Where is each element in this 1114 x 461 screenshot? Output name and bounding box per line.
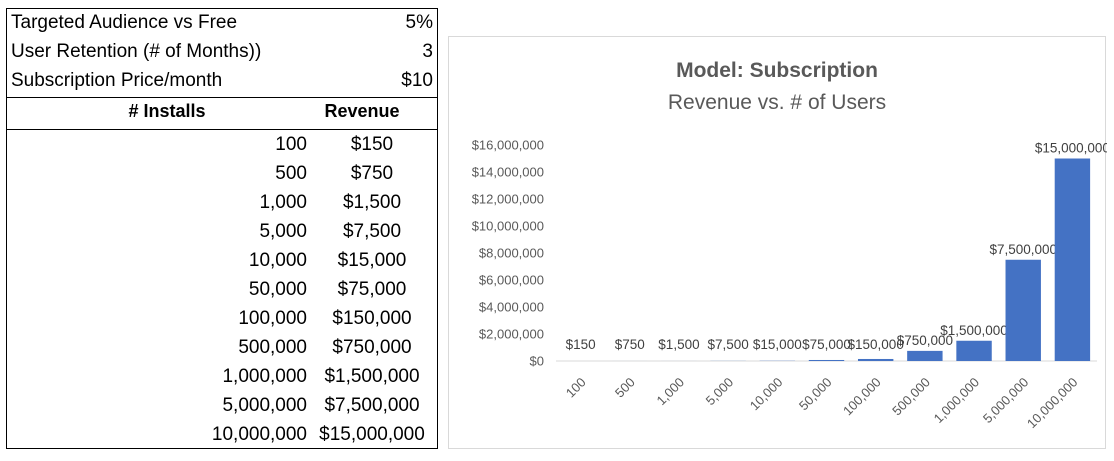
y-tick-label: $14,000,000 bbox=[472, 165, 544, 180]
table-row: 50,000 $75,000 bbox=[7, 276, 437, 305]
table-row: 1,000,000 $1,500,000 bbox=[7, 363, 437, 392]
revenue-cell: $7,500,000 bbox=[324, 395, 420, 416]
table-row: 100,000 $150,000 bbox=[7, 305, 437, 334]
revenue-cell: $750,000 bbox=[332, 337, 412, 358]
installs-cell: 1,000,000 bbox=[222, 366, 307, 387]
divider bbox=[7, 97, 437, 98]
x-tick-label: 500 bbox=[612, 375, 638, 401]
x-tick-label: 5,000,000 bbox=[980, 375, 1032, 427]
data-label: $15,000 bbox=[753, 337, 802, 352]
revenue-cell: $1,500,000 bbox=[324, 366, 420, 387]
installs-cell: 10,000,000 bbox=[211, 424, 307, 445]
x-tick-label: 1,000 bbox=[653, 375, 687, 409]
header-installs: # Installs bbox=[128, 101, 206, 121]
revenue-cell: $150,000 bbox=[332, 308, 412, 329]
revenue-cell: $15,000 bbox=[337, 250, 407, 271]
installs-cell: 100 bbox=[275, 134, 307, 155]
bar bbox=[857, 358, 894, 361]
data-label: $1,500 bbox=[658, 337, 699, 352]
x-tick-label: 10,000,000 bbox=[1024, 375, 1081, 432]
installs-cell: 100,000 bbox=[238, 308, 307, 329]
data-label: $1,500,000 bbox=[940, 323, 1008, 338]
param-value: $10 bbox=[401, 70, 433, 91]
installs-cell: 500 bbox=[275, 163, 307, 184]
x-tick-label: 1,000,000 bbox=[931, 375, 983, 427]
bar bbox=[1054, 158, 1091, 361]
param-row-audience: Targeted Audience vs Free 5% bbox=[7, 9, 437, 38]
revenue-table: Targeted Audience vs Free 5% User Retent… bbox=[6, 8, 438, 449]
data-label: $75,000 bbox=[802, 337, 851, 352]
chart-plot: $0 $2,000,000 $4,000,000 $6,000,000 $8,000,0… bbox=[472, 138, 1107, 432]
bar bbox=[808, 359, 845, 361]
installs-cell: 50,000 bbox=[248, 279, 307, 300]
param-label: Targeted Audience vs Free bbox=[11, 12, 238, 33]
header-revenue: Revenue bbox=[324, 101, 400, 121]
table-row: 1,000 $1,500 bbox=[7, 189, 437, 218]
x-tick-label: 50,000 bbox=[796, 375, 835, 414]
installs-cell: 500,000 bbox=[238, 337, 307, 358]
data-label: $750 bbox=[615, 337, 645, 352]
data-label: $150,000 bbox=[848, 337, 904, 352]
data-label: $7,500 bbox=[707, 337, 748, 352]
table-row: 10,000,000 $15,000,000 bbox=[7, 421, 437, 450]
chart-title: Model: Subscription bbox=[676, 59, 878, 82]
x-tick-label: 10,000 bbox=[747, 375, 786, 414]
table-row: 500 $750 bbox=[7, 160, 437, 189]
param-label: User Retention (# of Months)) bbox=[11, 41, 262, 62]
param-value: 5% bbox=[405, 12, 433, 33]
y-tick-label: $10,000,000 bbox=[472, 219, 544, 234]
y-tick-label: $2,000,000 bbox=[479, 327, 544, 342]
revenue-cell: $150 bbox=[350, 134, 394, 155]
param-row-price: Subscription Price/month $10 bbox=[7, 67, 437, 96]
y-tick-label: $16,000,000 bbox=[472, 138, 544, 153]
table-row: 500,000 $750,000 bbox=[7, 334, 437, 363]
y-tick-label: $0 bbox=[530, 354, 544, 369]
revenue-cell: $750 bbox=[350, 163, 394, 184]
x-tick-label: 100 bbox=[563, 375, 589, 401]
y-tick-label: $4,000,000 bbox=[479, 300, 544, 315]
param-row-retention: User Retention (# of Months)) 3 bbox=[7, 38, 437, 67]
bar bbox=[1005, 259, 1041, 361]
revenue-cell: $1,500 bbox=[342, 192, 402, 213]
param-label: Subscription Price/month bbox=[11, 70, 223, 91]
x-tick-label: 5,000 bbox=[703, 375, 737, 409]
data-label: $150 bbox=[566, 337, 596, 352]
installs-cell: 5,000,000 bbox=[222, 395, 307, 416]
data-label: $750,000 bbox=[897, 333, 953, 348]
revenue-cell: $7,500 bbox=[342, 221, 402, 242]
table-row: 5,000 $7,500 bbox=[7, 218, 437, 247]
table-row: 10,000 $15,000 bbox=[7, 247, 437, 276]
bar bbox=[956, 340, 992, 361]
divider bbox=[7, 129, 437, 130]
revenue-cell: $75,000 bbox=[337, 279, 407, 300]
x-tick-label: 500,000 bbox=[889, 375, 933, 419]
bar bbox=[907, 350, 943, 361]
installs-cell: 5,000 bbox=[259, 221, 307, 242]
param-value: 3 bbox=[422, 41, 433, 62]
y-tick-label: $12,000,000 bbox=[472, 192, 544, 207]
data-label: $15,000,000 bbox=[1035, 141, 1107, 156]
table-row: 5,000,000 $7,500,000 bbox=[7, 392, 437, 421]
installs-cell: 1,000 bbox=[259, 192, 307, 213]
revenue-chart: $0 $2,000,000 $4,000,000 $6,000,000 $8,000,0… bbox=[448, 36, 1107, 449]
chart-subtitle: Revenue vs. # of Users bbox=[667, 91, 887, 114]
data-label: $7,500,000 bbox=[989, 242, 1057, 257]
y-tick-label: $6,000,000 bbox=[479, 273, 544, 288]
table-row: 100 $150 bbox=[7, 131, 437, 160]
installs-cell: 10,000 bbox=[248, 250, 307, 271]
x-tick-label: 100,000 bbox=[840, 375, 884, 419]
y-tick-label: $8,000,000 bbox=[479, 246, 544, 261]
revenue-cell: $15,000,000 bbox=[319, 424, 425, 445]
